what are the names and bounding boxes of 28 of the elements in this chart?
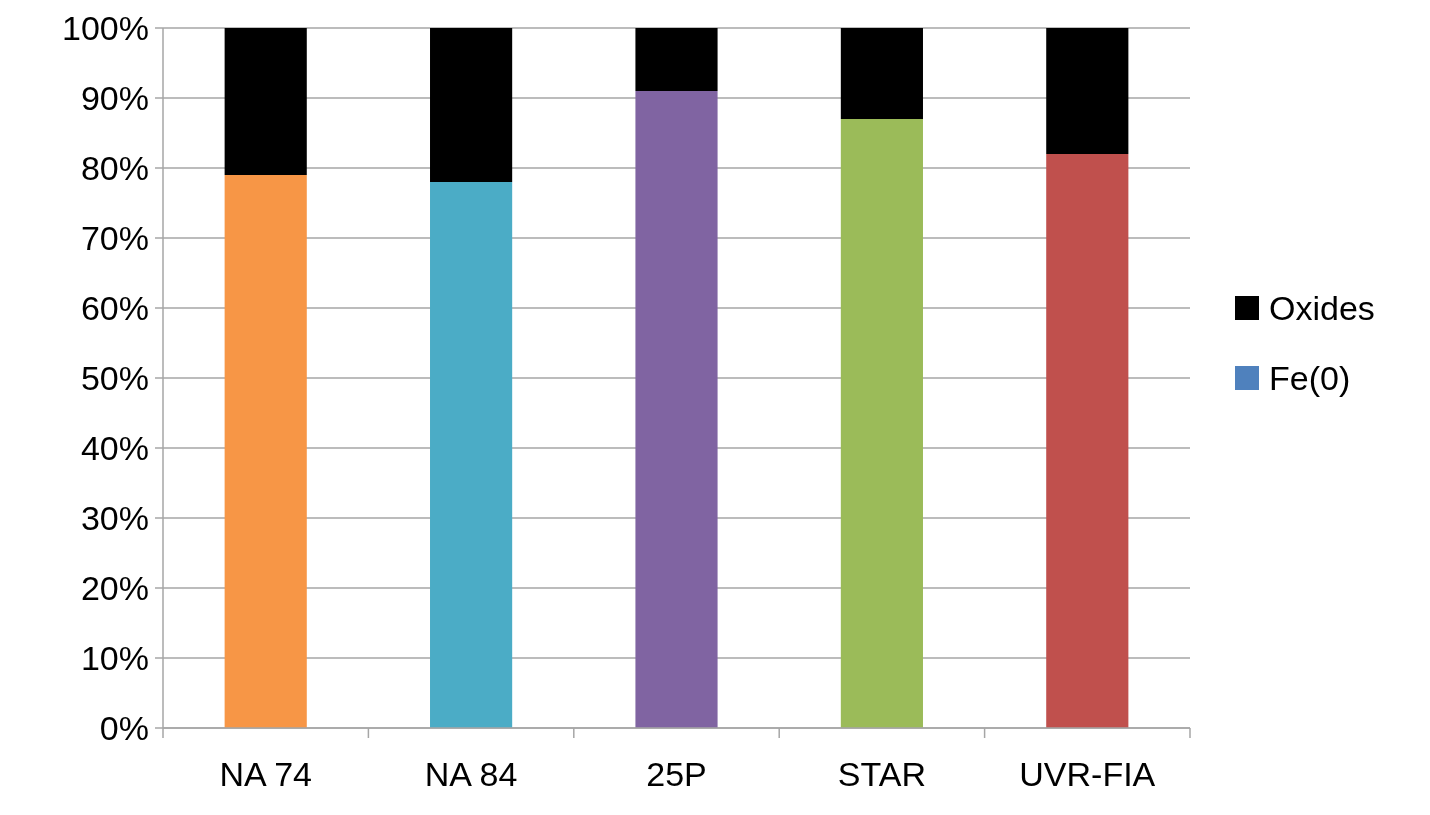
y-tick-label: 70%	[80, 218, 149, 257]
x-tick-label: UVR-FIA	[1019, 755, 1156, 793]
y-tick-label: 90%	[80, 78, 149, 117]
legend-label: Oxides	[1269, 288, 1375, 327]
bar	[1046, 28, 1129, 154]
y-tick-label: 10%	[80, 638, 149, 677]
y-tick-label: 40%	[80, 428, 149, 467]
y-tick-label: 20%	[80, 568, 149, 607]
y-tick-label: 80%	[80, 148, 149, 187]
bar	[1046, 154, 1129, 728]
bar	[430, 182, 513, 728]
y-tick-label: 50%	[80, 358, 149, 397]
bar	[224, 28, 307, 175]
bar	[840, 28, 923, 119]
y-tick-label: 0%	[99, 708, 149, 747]
x-tick-label: 25P	[646, 755, 707, 793]
y-tick-label: 30%	[80, 498, 149, 537]
bar	[224, 175, 307, 728]
text: Fe(0)	[1269, 358, 1351, 397]
bar	[840, 119, 923, 728]
bar	[430, 28, 513, 182]
x-tick-label: NA 74	[219, 755, 313, 793]
x-tick-label: NA 84	[424, 755, 518, 793]
x-tick-label: STAR	[837, 755, 926, 793]
y-tick-label: 60%	[80, 288, 149, 327]
bar	[635, 28, 718, 91]
bar	[635, 91, 718, 728]
y-tick-label: 100%	[62, 8, 149, 47]
